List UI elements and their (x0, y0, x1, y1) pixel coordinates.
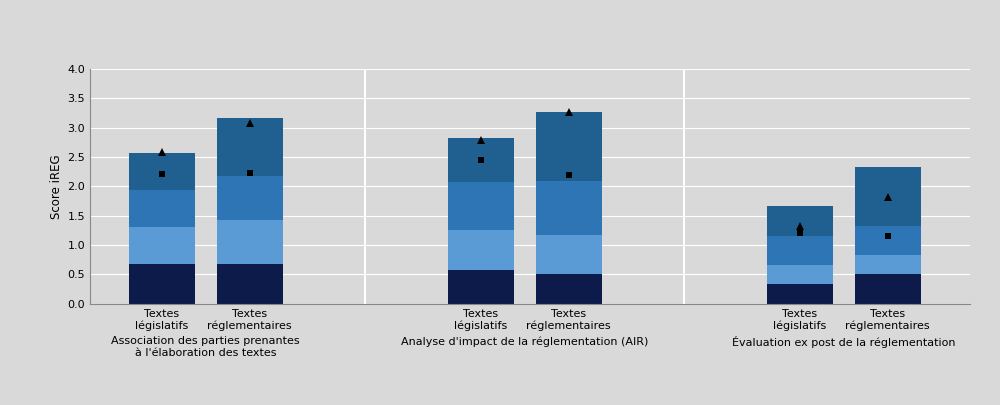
Bar (448, 181, 514, 230)
Bar (854, 226, 920, 255)
Bar (767, 265, 832, 284)
Bar (128, 264, 194, 304)
Bar (128, 228, 194, 264)
Bar (448, 270, 514, 304)
Bar (216, 117, 283, 176)
Bar (448, 230, 514, 270)
Bar (216, 220, 283, 264)
Bar (128, 153, 194, 190)
Text: Analyse d'impact de la réglementation (AIR): Analyse d'impact de la réglementation (A… (401, 336, 648, 347)
Bar (767, 236, 832, 265)
Bar (536, 275, 602, 304)
Bar (216, 176, 283, 220)
Bar (216, 264, 283, 304)
Bar (536, 181, 602, 235)
Bar (767, 206, 832, 236)
Bar (854, 275, 920, 304)
Bar (854, 255, 920, 275)
Text: Association des parties prenantes
à l'élaboration des textes: Association des parties prenantes à l'él… (111, 336, 300, 358)
Bar (854, 167, 920, 226)
Bar (128, 190, 194, 228)
Text: Évaluation ex post de la réglementation: Évaluation ex post de la réglementation (732, 336, 955, 348)
Bar (536, 112, 602, 181)
Bar (536, 235, 602, 275)
Bar (448, 138, 514, 181)
Bar (767, 284, 832, 304)
Y-axis label: Score iREG: Score iREG (50, 154, 63, 219)
